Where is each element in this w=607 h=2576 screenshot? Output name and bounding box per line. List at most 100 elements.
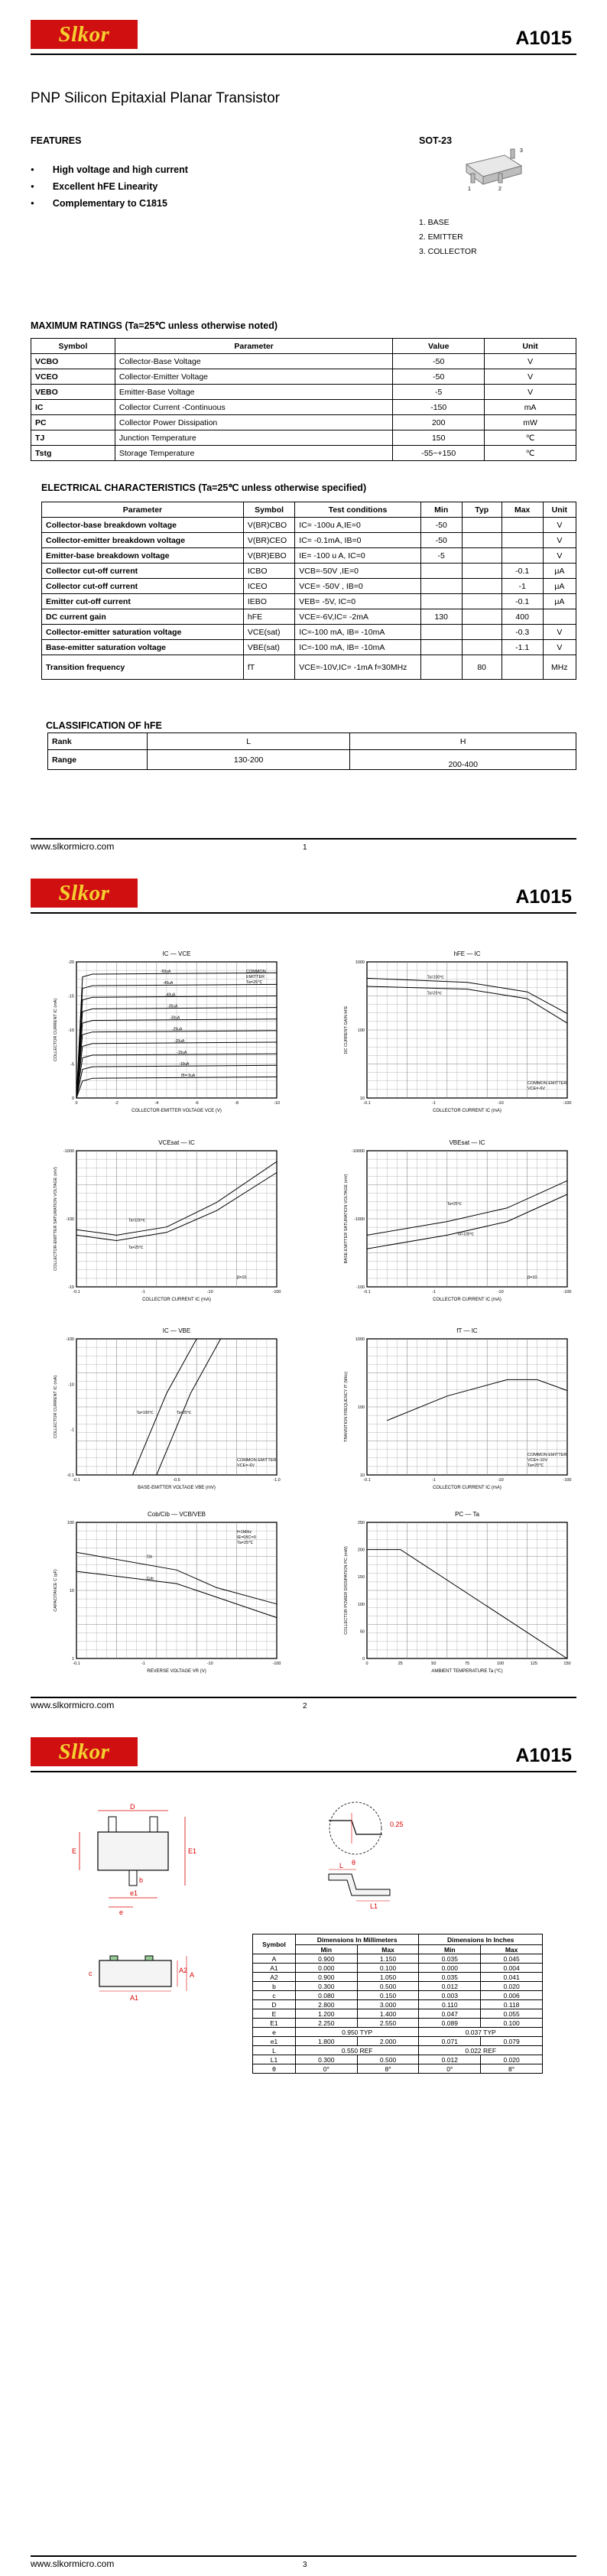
graph-g8: PC — Ta 0 25 50 75 100 125 150 250 200 150 100 50 0 AM… xyxy=(325,1506,586,1680)
table-cell: 0.000 xyxy=(418,1963,482,1973)
graph-g3: VCEsat — IC -0.1 -1 -10 -100 -1000 -100 -10 COLL… xyxy=(34,1134,296,1308)
page-number: 1 xyxy=(303,843,307,852)
graph-note: VCE=-6V xyxy=(237,1463,255,1468)
table-cell: Collector-emitter breakdown voltage xyxy=(41,532,244,548)
table-cell: Collector cut-off current xyxy=(41,578,244,594)
table-cell: 0.035 xyxy=(418,1954,482,1964)
y-tick-label: -10000 xyxy=(352,1149,365,1154)
lead-detail-drawing: 0.25 θ L1 L xyxy=(328,1801,404,1910)
x-tick-label: -10 xyxy=(207,1662,213,1666)
table-cell: VBE(sat) xyxy=(242,639,296,655)
table-cell: 0.110 xyxy=(418,1999,482,2009)
brand-logo: Slkor xyxy=(31,20,138,49)
table-cell: Symbol xyxy=(31,338,115,354)
dim-header: Dimensions In Inches xyxy=(418,1934,543,1945)
graph-svg: IC — VBE -0.1 -0.5 -1.0 -100 -10 -1 -0.1 BASE-EM… xyxy=(54,1327,281,1490)
table-cell: Collector Current -Continuous xyxy=(114,399,394,415)
table-cell: μA xyxy=(542,563,577,579)
table-cell: 1.200 xyxy=(294,2009,358,2019)
curve-label: -25uA xyxy=(172,1028,183,1032)
table-cell: PC xyxy=(31,414,115,430)
table-cell: 0.089 xyxy=(418,2018,482,2028)
x-tick-label: -1 xyxy=(432,1478,436,1483)
table-cell: Emitter-base breakdown voltage xyxy=(41,547,244,564)
dim-label: L1 xyxy=(370,1902,378,1910)
table-cell: IC=-100 mA, IB= -10mA xyxy=(294,624,421,640)
table-cell: 400 xyxy=(501,609,544,625)
table-row: Emitter cut-off current IEBO VEB= -5V, IC=… xyxy=(41,593,577,609)
table-cell: -1 xyxy=(501,578,544,594)
table-row: Collector-base breakdown voltage V(BR)CBO… xyxy=(41,517,577,533)
y-tick-label: 100 xyxy=(358,1405,365,1410)
table-cell xyxy=(461,563,502,579)
dim-label: 0.25 xyxy=(390,1821,404,1828)
curve-label: Ta=25℃ xyxy=(177,1411,192,1415)
table-cell: 0.500 xyxy=(356,2055,420,2064)
x-axis-label: COLLECTOR CURRENT IC (mA) xyxy=(433,1486,502,1490)
table-cell: Storage Temperature xyxy=(114,445,394,461)
table-cell: 8° xyxy=(356,2064,420,2074)
table-row: Base-emitter saturation voltage VBE(sat) I… xyxy=(41,639,577,655)
table-cell: 200 xyxy=(392,414,485,430)
graph-note: COMMON EMITTER xyxy=(527,1081,566,1086)
table-cell: A xyxy=(252,1954,296,1964)
y-axis-label: CAPACITANCE C (pF) xyxy=(54,1569,58,1612)
feature-item: High voltage and high current xyxy=(31,164,188,181)
footer-url[interactable]: www.slkormicro.com xyxy=(31,841,115,852)
y-tick-label: -5 xyxy=(70,1063,74,1067)
dim-header: Symbol xyxy=(252,1934,296,1954)
curve-label: -45uA xyxy=(163,981,174,986)
table-cell: 0.550 REF xyxy=(294,2045,420,2055)
header-rule xyxy=(31,54,576,55)
graph-note: COMMON EMITTER xyxy=(237,1458,276,1463)
table-row: VCEO Collector-Emitter Voltage -50 V xyxy=(31,369,576,385)
graph-note: β=10 xyxy=(527,1275,537,1280)
dim-header: Dimensions In Millimeters xyxy=(294,1934,420,1945)
pin-list: 1. BASE 2. EMITTER 3. COLLECTOR xyxy=(419,216,477,259)
footer-url[interactable]: www.slkormicro.com xyxy=(31,1700,115,1710)
part-number: A1015 xyxy=(515,886,572,908)
table-cell xyxy=(461,624,502,640)
y-tick-label: -0.1 xyxy=(67,1473,74,1478)
cell: 200-400 xyxy=(349,749,576,770)
table-cell: 0.071 xyxy=(418,2036,482,2046)
table-cell: D xyxy=(252,1999,296,2009)
table-cell xyxy=(461,593,502,609)
graph-svg: PC — Ta 0 25 50 75 100 125 150 250 200 150 100 50 0 AM… xyxy=(344,1511,571,1674)
x-tick-label: -6 xyxy=(195,1101,199,1106)
table-cell: ICEO xyxy=(242,578,296,594)
table-cell: Tstg xyxy=(31,445,115,461)
pin-collector: 3. COLLECTOR xyxy=(419,247,477,256)
cap-curve xyxy=(76,1571,278,1619)
table-cell: ICBO xyxy=(242,563,296,579)
x-tick-label: -1 xyxy=(432,1101,436,1106)
graph-title: fT — IC xyxy=(456,1327,478,1334)
curve-label: IB=-5uA xyxy=(181,1074,196,1078)
table-cell: -50 xyxy=(392,369,485,385)
table-cell: 0.003 xyxy=(418,1990,482,2000)
y-axis-label: COLLECTOR CURRENT IC (mA) xyxy=(54,1376,58,1438)
dim-label: θ xyxy=(352,1859,355,1866)
curve-label: -50uA xyxy=(161,970,171,974)
brand-logo: Slkor xyxy=(31,1737,138,1766)
table-cell xyxy=(501,532,544,548)
table-cell: IC= -100u A,IE=0 xyxy=(294,517,421,533)
dim-label: E xyxy=(72,1847,76,1855)
max-ratings-table: Symbol Parameter Value Unit VCBO Collector-B… xyxy=(31,338,576,461)
footer-url[interactable]: www.slkormicro.com xyxy=(31,2558,115,2569)
curve-label: Ta=100℃ xyxy=(128,1219,146,1223)
table-cell: VCB=-50V ,IE=0 xyxy=(294,563,421,579)
page-number: 2 xyxy=(303,1702,307,1710)
graph-note: f=1MHz xyxy=(237,1530,252,1535)
graph-note: VCE=-6V xyxy=(527,1087,545,1091)
curve-label: Ta=100℃ xyxy=(137,1411,154,1415)
sot23-package-image: 3 1 2 xyxy=(465,148,523,192)
table-cell: Junction Temperature xyxy=(114,430,394,446)
y-tick-label: -10 xyxy=(68,1382,74,1387)
table-cell xyxy=(501,655,544,680)
ic-curve xyxy=(76,1018,278,1099)
cell: Rank xyxy=(47,733,148,750)
graph-g4: VBEsat — IC -0.1 -1 -10 -100 -10000 -1000 -100 C… xyxy=(325,1134,586,1308)
table-row: TJ Junction Temperature 150 ℃ xyxy=(31,430,576,446)
dim-label: D xyxy=(130,1803,135,1811)
